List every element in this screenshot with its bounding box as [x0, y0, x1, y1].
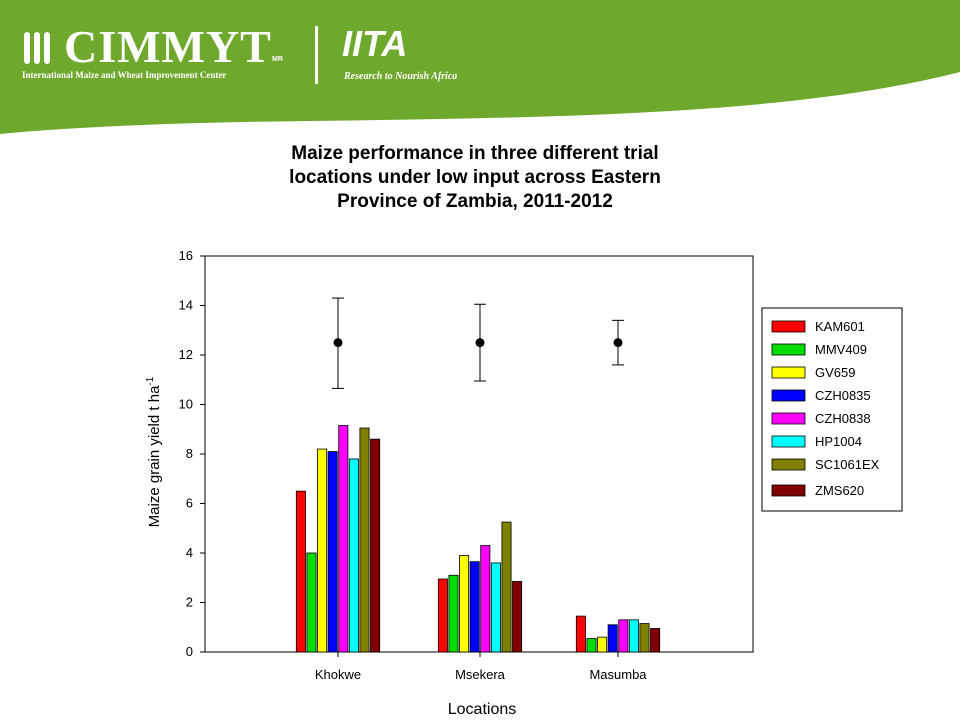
bar	[306, 552, 317, 653]
bar	[512, 581, 523, 653]
legend-swatch	[771, 366, 806, 379]
legend-label: MMV409	[815, 342, 867, 357]
iita-logo-text: IITA	[342, 23, 408, 64]
bar	[607, 624, 618, 653]
cimmyt-subtitle: International Maize and Wheat Improvemen…	[22, 70, 227, 80]
bar	[480, 545, 491, 653]
y-axis-label: Maize grain yield t ha-1	[145, 376, 163, 527]
bar	[370, 438, 381, 653]
y-tick-label: 2	[186, 595, 193, 610]
x-tick-label: Msekera	[455, 667, 506, 682]
bar	[575, 615, 586, 653]
cimmyt-wheat-logo-icon	[24, 32, 50, 64]
legend-label: GV659	[815, 365, 855, 380]
y-tick-label: 10	[179, 397, 193, 412]
legend-label: ZMS620	[815, 483, 864, 498]
legend-label: HP1004	[815, 434, 862, 449]
bar	[317, 448, 328, 653]
banner-green-shape	[0, 0, 960, 134]
legend-box	[761, 307, 903, 512]
x-axis-label: Locations	[448, 701, 517, 718]
bar	[448, 574, 459, 653]
bar	[359, 427, 370, 653]
y-tick-label: 14	[179, 298, 193, 313]
bar	[338, 425, 349, 653]
y-tick-label: 16	[179, 248, 193, 263]
bar	[650, 628, 661, 653]
error-bar-mean-point	[333, 338, 343, 348]
chart-title: Maize performance in three different tri…	[289, 143, 661, 212]
legend-swatch	[771, 320, 806, 333]
cimmyt-logo-text: CIMMYT	[64, 21, 272, 72]
bar	[628, 619, 639, 653]
x-tick-label: Khokwe	[315, 667, 361, 682]
legend-label: CZH0838	[815, 411, 871, 426]
bar	[618, 619, 629, 653]
y-tick-label: 12	[179, 347, 193, 362]
cimmyt-mark: MR	[272, 56, 283, 63]
bar	[597, 636, 608, 653]
y-tick-label: 6	[186, 496, 193, 511]
bar	[469, 561, 480, 653]
legend-swatch	[771, 343, 806, 356]
y-tick-label: 4	[186, 545, 193, 560]
logo-divider	[315, 26, 318, 84]
legend-label: KAM601	[815, 319, 865, 334]
bar	[459, 555, 470, 653]
bar	[327, 451, 338, 653]
x-tick-label: Masumba	[589, 667, 647, 682]
legend-label: SC1061EX	[815, 457, 880, 472]
header-banner	[0, 0, 960, 134]
error-bar-mean-point	[613, 338, 623, 348]
legend-label: CZH0835	[815, 388, 871, 403]
bar	[295, 490, 306, 653]
y-tick-label: 0	[186, 644, 193, 659]
bar	[348, 458, 359, 653]
bar	[586, 637, 597, 653]
legend-swatch	[771, 389, 806, 402]
y-tick-label: 8	[186, 446, 193, 461]
bar	[501, 521, 512, 653]
iita-tagline: Research to Nourish Africa	[344, 71, 458, 82]
legend-swatch	[771, 435, 806, 448]
bar	[437, 578, 448, 653]
legend-swatch	[771, 412, 806, 425]
legend-swatch	[771, 458, 806, 471]
error-bar-mean-point	[475, 338, 485, 348]
bar	[490, 562, 501, 653]
bar	[639, 623, 650, 653]
legend-swatch	[771, 484, 806, 497]
